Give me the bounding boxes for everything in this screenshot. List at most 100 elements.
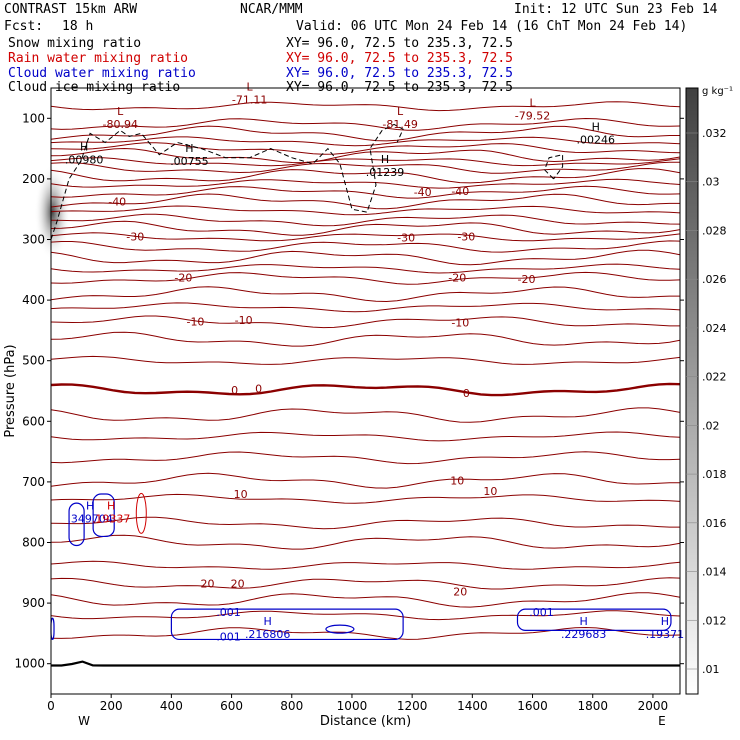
terrain-line [51,660,680,667]
isotherm-label: -10 [235,314,253,327]
isotherm-line [50,142,681,155]
colorbar-tick-label: .026 [702,273,727,286]
colorbar-tick-label: .014 [702,566,727,579]
isotherm-label: 10 [234,488,248,501]
snow-extremum-marker: H [185,142,193,155]
colorbar-unit: g kg⁻¹ [702,86,733,97]
colorbar-tick-label: .024 [702,322,727,335]
y-tick-label: 100 [22,111,45,125]
valid-time: Valid: 06 UTC Mon 24 Feb 14 (16 ChT Mon … [296,19,688,34]
field-snow-name: Snow mixing ratio [8,36,142,51]
isotherm-line [50,167,681,184]
snow-contour [50,123,404,240]
y-tick-label: 500 [22,354,45,368]
isotherm-line [50,125,680,142]
isotherm-label: -20 [518,273,536,286]
x-tick-label: 800 [280,699,303,713]
colorbar [685,87,699,695]
temperature-extremum-value: -79.52 [515,109,550,122]
temperature-extremum-value: -71.11 [232,94,267,107]
colorbar-tick-label: .01 [702,663,720,676]
isotherm-line [50,451,681,465]
x-tick-label: 1000 [337,699,368,713]
y-axis-title: Pressure (hPa) [3,344,18,437]
isotherm-label: 10 [450,475,464,488]
colorbar-tick-label: .02 [702,419,720,432]
rain-extremum-value: .19337 [92,512,131,525]
isotherm-line [50,355,681,365]
cloud-water-contour [516,608,672,631]
temperature-extremum-value: -81.49 [382,118,417,131]
isotherm-label: 20 [453,586,467,599]
isotherm-line [50,136,681,147]
forecast-hour: 18 h [62,19,94,34]
temperature-extremum-marker: L [397,105,404,118]
snow-extremum-value: .01239 [366,166,405,179]
field-snow-xy: XY= 96.0, 72.5 to 235.3, 72.5 [286,36,513,51]
x-tick-label: 600 [220,699,243,713]
x-tick-label: 200 [100,699,123,713]
snow-extremum-marker: H [381,153,389,166]
cloud-water-label: .001 [529,606,554,619]
cloud-water-contour [92,493,115,538]
y-tick-label: 700 [22,475,45,489]
isotherm-line [50,193,680,210]
x-tick-label: 1800 [577,699,608,713]
isotherm-line [50,240,681,253]
temperature-extremum-marker: L [529,96,536,109]
field-cloudwater-xy: XY= 96.0, 72.5 to 235.3, 72.5 [286,66,513,81]
y-tick-label: 1000 [14,657,45,671]
cloud-water-contour [325,624,355,634]
isotherm-line [50,626,681,640]
isotherm-line [50,161,681,174]
isotherm-line [50,302,681,313]
isotherm-line [50,232,681,242]
field-rain-xy: XY= 96.0, 72.5 to 235.3, 72.5 [286,51,513,66]
isotherm-line [50,472,680,489]
model-title: CONTRAST 15km ARW [4,2,138,17]
x-tick-label: 1600 [517,699,548,713]
cloud-water-extremum-marker: H [661,615,669,628]
cloud-water-contour [170,608,404,641]
x-tick-label: 400 [160,699,183,713]
colorbar-tick-label: .032 [702,127,727,140]
snow-shading [34,164,71,261]
isotherm-line [50,101,681,112]
snow-extremum-value: .00246 [576,134,615,147]
isotherm-label: -30 [126,230,144,243]
isotherm-line [50,331,681,347]
cloud-water-extremum-value: .19371 [646,628,685,641]
cloud-water-extremum-value: .216806 [245,628,291,641]
snow-extremum-value: .00980 [65,154,104,167]
cloud-water-extremum-marker: H [86,499,94,512]
isotherm-label: 20 [231,578,245,591]
isotherm-label: 0 [463,387,470,400]
temperature-extremum-marker: L [117,105,124,118]
cloud-water-extremum-value: .349704 [67,512,113,525]
y-tick-label: 300 [22,233,45,247]
isotherm-line [50,249,681,266]
isotherm-line [50,431,681,442]
field-cloudwater-name: Cloud water mixing ratio [8,66,196,81]
forecast-label: Fcst: [4,19,44,34]
isotherm-label: -20 [448,272,466,285]
colorbar-tick-label: .022 [702,371,727,384]
plot-frame [50,87,681,695]
isotherm-line [50,516,680,530]
isotherm-label: -40 [414,186,432,199]
cloud-water-label: .001 [216,606,241,619]
y-tick-label: 200 [22,172,45,186]
colorbar-tick-label: .018 [702,468,727,481]
isotherm-line [50,220,681,236]
isotherm-label: -40 [108,195,126,208]
isotherm-line [50,263,681,274]
colorbar-tick-label: .016 [702,517,727,530]
colorbar-tick-label: .028 [702,224,727,237]
y-tick-label: 600 [22,414,45,428]
temperature-extremum-marker: L [247,81,254,94]
isotherm-zero-line [50,382,681,397]
x-axis-title: Distance (km) [320,714,411,729]
isotherm-line [50,534,681,550]
isotherm-line [50,157,681,167]
isotherm-line [50,213,681,227]
